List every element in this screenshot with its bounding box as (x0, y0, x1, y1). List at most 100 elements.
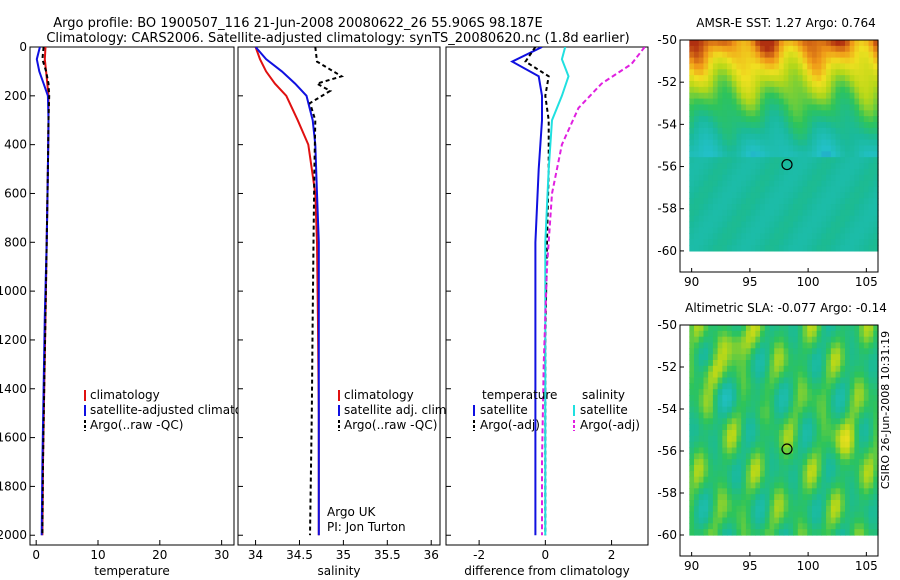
map-cell (840, 186, 846, 193)
map-cell (727, 418, 733, 425)
map-cell (849, 529, 856, 536)
map-cell (793, 476, 799, 484)
map-cell (774, 348, 780, 355)
map-cell (774, 336, 780, 344)
map-cell (755, 494, 761, 501)
map-cell (840, 157, 846, 164)
map-cell (722, 354, 728, 361)
map-cell (689, 192, 695, 199)
map-cell (807, 57, 813, 65)
map-cell (741, 81, 747, 88)
map-cell (694, 81, 700, 88)
map-cell (844, 227, 851, 234)
map-cell (764, 360, 771, 367)
map-cell (694, 447, 700, 454)
map-cell (816, 75, 822, 82)
map-cell (731, 482, 738, 489)
map-cell (755, 505, 761, 513)
map-cell (694, 435, 700, 443)
map-cell (854, 233, 860, 240)
map-cell (793, 157, 799, 164)
map-cell (849, 371, 856, 379)
map-cell (774, 400, 780, 408)
map-cell (811, 389, 818, 396)
map-cell (755, 63, 761, 70)
map-cell (873, 116, 879, 123)
map-cell (844, 529, 851, 536)
map-cell (764, 430, 771, 437)
map-cell (844, 377, 851, 384)
map-cell (708, 57, 714, 65)
map-cell (844, 180, 851, 188)
map-cell (712, 81, 719, 88)
map-cell (774, 174, 780, 182)
map-cell (783, 98, 789, 106)
map-cell (849, 383, 856, 390)
map-cell (835, 122, 841, 129)
map-cell (844, 57, 851, 65)
map-cell (689, 441, 695, 449)
map-cell (727, 98, 733, 106)
map-cell (830, 529, 837, 536)
map-cell (703, 494, 709, 501)
map-cell (807, 465, 813, 472)
map-cell (694, 336, 700, 344)
map-cell (769, 174, 775, 182)
map-cell (854, 204, 860, 211)
map-cell (731, 383, 738, 390)
map-cell (783, 348, 789, 355)
map-cell (811, 92, 818, 100)
map-cell (859, 139, 865, 147)
map-cell (821, 412, 827, 419)
map-cell (797, 470, 804, 478)
map-cell (694, 127, 700, 135)
map-cell (859, 239, 865, 246)
map-cell (736, 517, 742, 524)
map-cell (764, 139, 771, 147)
map-cell (722, 470, 728, 478)
map-cell (750, 395, 756, 402)
map-cell (840, 209, 846, 217)
map-cell (849, 447, 856, 454)
map-cell (863, 57, 870, 65)
map-cell (854, 494, 860, 501)
map-cell (873, 488, 879, 495)
map-cell (741, 465, 747, 472)
map-cell (703, 459, 709, 466)
map-cell (840, 233, 846, 240)
map-cell (840, 221, 846, 229)
map-cell (698, 383, 705, 390)
map-cell (698, 325, 705, 332)
map-cell (797, 395, 804, 402)
map-cell (712, 476, 719, 484)
map-cell (840, 400, 846, 408)
map-cell (844, 470, 851, 478)
map-cell (859, 488, 865, 495)
map-cell (863, 227, 870, 234)
map-cell (727, 81, 733, 88)
map-cell (816, 330, 822, 338)
salinity-profile-panel: 34 34.5 35 35.5 36salinityclimatologysatelli… (237, 46, 450, 578)
map-cell (703, 377, 709, 384)
x-tick-label: 0 (32, 548, 40, 562)
map-cell (873, 145, 879, 152)
map-cell (830, 192, 837, 199)
map-cell (736, 151, 742, 158)
map-cell (873, 418, 879, 425)
map-cell (708, 453, 714, 460)
map-cell (764, 180, 771, 188)
map-cell (727, 63, 733, 70)
map-cell (802, 395, 808, 402)
map-cell (811, 63, 818, 70)
map-cell (863, 488, 870, 495)
map-cell (755, 482, 761, 489)
map-cell (802, 40, 808, 47)
map-cell (797, 365, 804, 373)
map-cell (764, 523, 771, 530)
map-cell (689, 412, 695, 419)
map-cell (774, 476, 780, 484)
map-cell (802, 215, 808, 223)
map-cell (736, 365, 742, 373)
map-cell (840, 336, 846, 344)
map-cell (826, 470, 832, 478)
